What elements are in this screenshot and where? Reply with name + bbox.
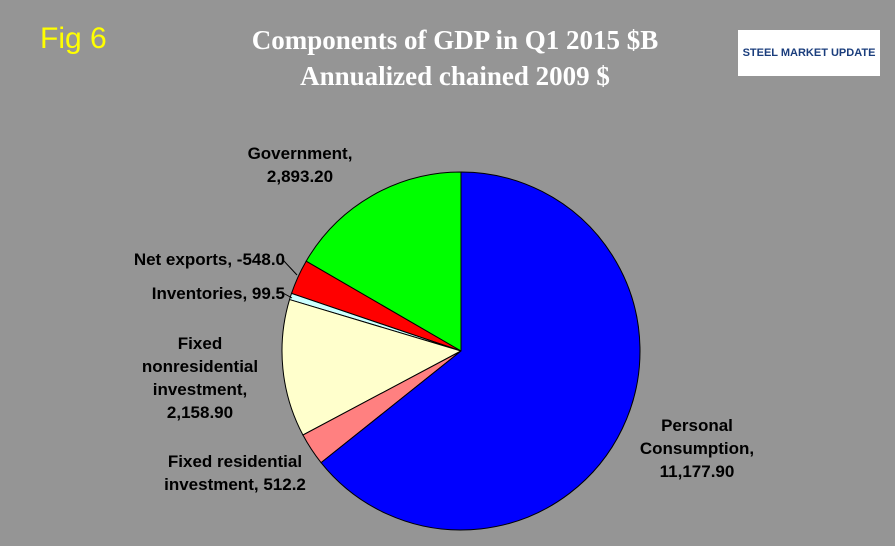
data-label: Fixed nonresidential investment, 2,158.9…: [135, 332, 265, 424]
chart-title: Components of GDP in Q1 2015 $B: [251, 25, 659, 55]
chart-subtitle: Annualized chained 2009 $: [300, 61, 610, 91]
value-label: 512.2: [263, 475, 306, 494]
value-label: 99.5: [251, 284, 285, 303]
pie-slice: [281, 298, 463, 436]
category-label: Government,: [247, 144, 353, 163]
pie-slice: [320, 171, 641, 531]
data-label: Government, 2,893.20: [230, 142, 370, 188]
category-label: Fixed residential investment,: [164, 452, 303, 494]
leader-line: [282, 292, 293, 299]
pie-slice: [305, 171, 462, 352]
data-label: Inventories, 99.5: [100, 282, 285, 305]
value-label: 11,177.90: [659, 462, 735, 481]
value-label: 2,158.90: [166, 403, 234, 422]
category-label: Fixed nonresidential investment,: [141, 334, 259, 399]
value-label: -548.0: [236, 250, 285, 269]
category-label: Net exports,: [133, 250, 233, 269]
category-label: Personal Consumption,: [639, 416, 755, 458]
title-block: Components of GDP in Q1 2015 $B Annualiz…: [200, 22, 710, 94]
category-label: Inventories,: [151, 284, 248, 303]
leader-line: [282, 259, 298, 276]
data-label: Fixed residential investment, 512.2: [140, 450, 330, 496]
data-label: Net exports, -548.0: [90, 248, 285, 271]
figure-label: Fig 6: [40, 22, 107, 55]
logo: STEEL MARKET UPDATE: [738, 30, 880, 76]
data-label: Personal Consumption, 11,177.90: [632, 414, 762, 483]
value-label: 2,893.20: [266, 167, 334, 186]
